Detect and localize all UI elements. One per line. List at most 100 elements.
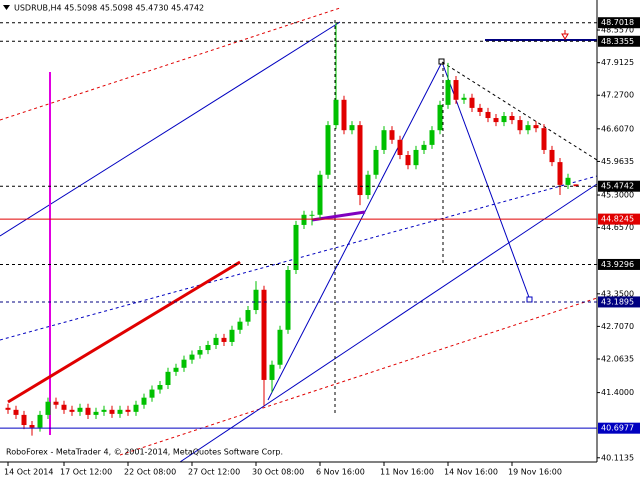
candle-body [125,409,131,412]
price-label-box [598,17,640,29]
candle-body [221,337,227,342]
candle-body [189,354,195,360]
trend-line [7,260,241,404]
candle-body [197,350,203,355]
x-tick-label: 27 Oct 12:00 [188,468,240,477]
price-label-box [598,35,640,47]
candle-body [149,389,155,398]
candle-body [493,118,499,123]
candle-body [205,344,211,351]
price-label: 43.9296 [601,260,634,269]
candle-body [69,409,75,412]
y-tick-label: 40.1135 [601,453,634,462]
candle-body [437,104,443,131]
candle-body [29,425,35,428]
candle-body [37,414,43,428]
candle-body [509,116,515,121]
trend-line [0,175,598,341]
marker [438,58,445,65]
candle-body [341,99,347,131]
candle-body [141,397,147,405]
x-tick-label: 6 Nov 16:00 [316,468,365,477]
price-label: 45.4742 [601,182,634,191]
candle-body [397,139,403,156]
x-tick-label: 14 Oct 2014 [4,468,53,477]
candle-body [261,289,267,380]
price-label-box [598,213,640,225]
candle-body [501,116,507,123]
candle-body [485,111,491,119]
y-tick-label: 45.9635 [601,157,634,166]
candle-body [5,407,11,410]
candle-body [133,404,139,412]
price-label-box [598,180,640,192]
candle-body [381,130,387,150]
candle-body [157,385,163,390]
candle-body [525,125,531,131]
x-tick-label: 19 Nov 16:00 [508,468,562,477]
candle-body [389,130,395,140]
marker [526,296,533,303]
candle-body [365,174,371,196]
candle-body [85,407,91,415]
candle-body [421,144,427,150]
price-label: 48.7018 [601,18,634,27]
candle-body [373,149,379,175]
candle-body [357,125,363,196]
x-tick-label: 22 Oct 08:00 [124,468,176,477]
candle-body [13,409,19,415]
candle-body [253,289,259,311]
candle-body [517,120,523,131]
price-label-box [598,258,640,270]
candle-body [349,125,355,131]
candle-body [45,401,51,415]
candle-body [549,149,555,163]
x-tick-label: 17 Oct 12:00 [60,468,112,477]
price-label: 40.6977 [601,424,634,433]
candle-body [269,364,275,380]
candle-body [557,162,563,185]
stop-icon [561,30,569,40]
candle-body [453,80,459,100]
candle-body [245,310,251,322]
candle-body [285,270,291,330]
y-tick-label: 47.9125 [601,58,634,67]
candle-body [325,125,331,175]
candle-body [573,184,579,187]
candle-body [301,214,307,225]
trend-line [0,21,341,237]
candle-body [429,130,435,145]
candle-body [533,125,539,129]
candle-body [309,214,315,216]
y-tick-label: 46.6070 [601,124,634,133]
price-label: 48.3355 [601,37,634,46]
candle-body [405,155,411,166]
candle-body [21,414,27,426]
y-tick-label: 43.3500 [601,289,634,298]
candle-body [77,407,83,412]
trend-line [441,61,598,161]
candle-body [181,359,187,368]
candle-body [101,409,107,412]
candle-body [333,99,339,126]
candle-body [541,128,547,150]
candle-body [229,329,235,342]
y-tick-label: 48.5570 [601,26,634,35]
candle-body [293,224,299,271]
candle-body [61,404,67,410]
candle-body [477,107,483,112]
candle-body [165,371,171,385]
price-label-box [598,422,640,434]
candle-body [173,367,179,372]
price-label: 44.8245 [601,215,634,224]
x-tick-label: 14 Nov 16:00 [444,468,498,477]
candle-body [445,80,451,105]
candle-body [277,329,283,365]
candle-body [469,97,475,108]
y-tick-label: 47.2700 [601,91,634,100]
price-label: 43.1895 [601,297,634,306]
candle-body [461,97,467,100]
candle-body [565,177,571,185]
x-tick-label: 11 Nov 16:00 [380,468,434,477]
